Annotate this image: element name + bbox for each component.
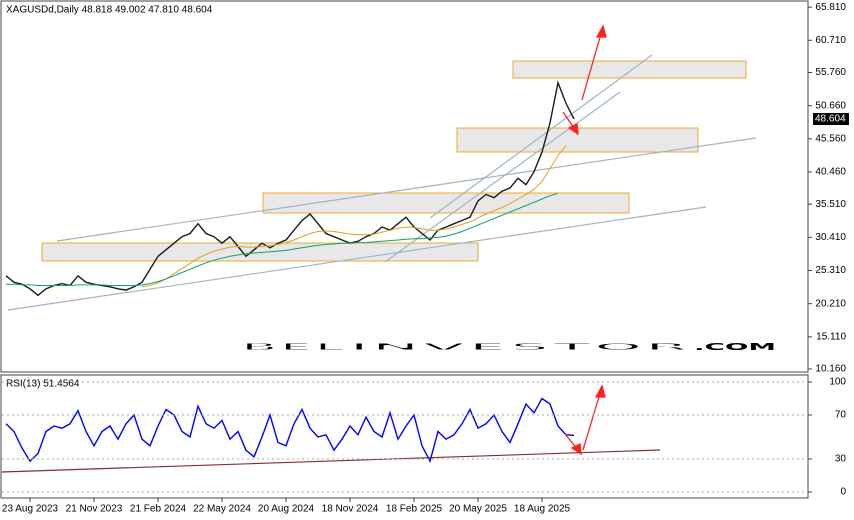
y-tick-label: 50.660 — [815, 100, 846, 111]
x-tick-label: 20 Aug 2024 — [258, 504, 315, 515]
last-price-box — [813, 113, 849, 126]
trendline — [56, 137, 757, 242]
series-layer — [5, 80, 575, 464]
trendlines — [7, 54, 757, 311]
trendline — [429, 54, 653, 219]
arrow — [582, 389, 602, 451]
zone — [262, 192, 630, 214]
series-line — [6, 192, 559, 286]
x-tick-label: 18 Aug 2025 — [514, 504, 571, 515]
arrow-head — [567, 122, 579, 136]
arrow — [581, 29, 603, 101]
y-tick-label: 20.210 — [815, 298, 846, 309]
chart-title: XAGUSDd,Daily 48.818 49.002 47.810 48.60… — [6, 5, 213, 16]
series-line — [141, 145, 567, 288]
price-panel — [0, 0, 809, 373]
y-tick-label: 65.810 — [815, 2, 846, 13]
watermark-bel: BEL — [240, 342, 349, 353]
x-tick-label: 20 May 2025 — [449, 504, 507, 515]
rsi-trendline — [1, 449, 661, 473]
watermark-com: .COM — [694, 342, 776, 353]
y-tick-label: 25.310 — [815, 265, 846, 276]
y-tick-label: 70 — [835, 410, 847, 421]
y-tick-label: 100 — [829, 377, 846, 388]
y-tick-label: 55.760 — [815, 67, 846, 78]
arrow-head — [594, 384, 606, 398]
x-tick-label: 22 May 2024 — [193, 504, 251, 515]
series-line — [5, 397, 575, 464]
trendline — [7, 206, 707, 311]
x-tick-label: 21 Feb 2024 — [130, 504, 187, 515]
watermark-investor: INVESTOR — [348, 342, 692, 353]
zone — [512, 60, 747, 79]
rsi-panel — [0, 374, 809, 499]
y-tick-label: 15.110 — [816, 331, 846, 342]
y-tick-label: 45.560 — [815, 133, 846, 144]
trendline — [384, 91, 621, 263]
arrows — [562, 24, 607, 456]
arrow-head — [570, 442, 582, 456]
arrow-head — [595, 24, 607, 38]
y-tick-label: 35.510 — [815, 199, 846, 210]
x-tick-label: 23 Aug 2023 — [2, 504, 59, 515]
y-tick-label: 40.460 — [815, 167, 846, 178]
y-tick-label: 10.160 — [815, 364, 846, 375]
rsi-title: RSI(13) 51.4564 — [6, 379, 80, 390]
x-tick-label: 18 Nov 2024 — [322, 504, 379, 515]
last-price-label: 48.604 — [815, 114, 846, 125]
y-tick-label: 30.410 — [815, 232, 846, 243]
y-tick-label: 0 — [840, 487, 846, 498]
y-tick-label: 60.710 — [815, 35, 846, 46]
x-tick-label: 21 Nov 2023 — [66, 504, 123, 515]
zones — [41, 60, 747, 262]
y-tick-label: 30 — [835, 454, 847, 465]
x-tick-label: 18 Feb 2025 — [386, 504, 443, 515]
